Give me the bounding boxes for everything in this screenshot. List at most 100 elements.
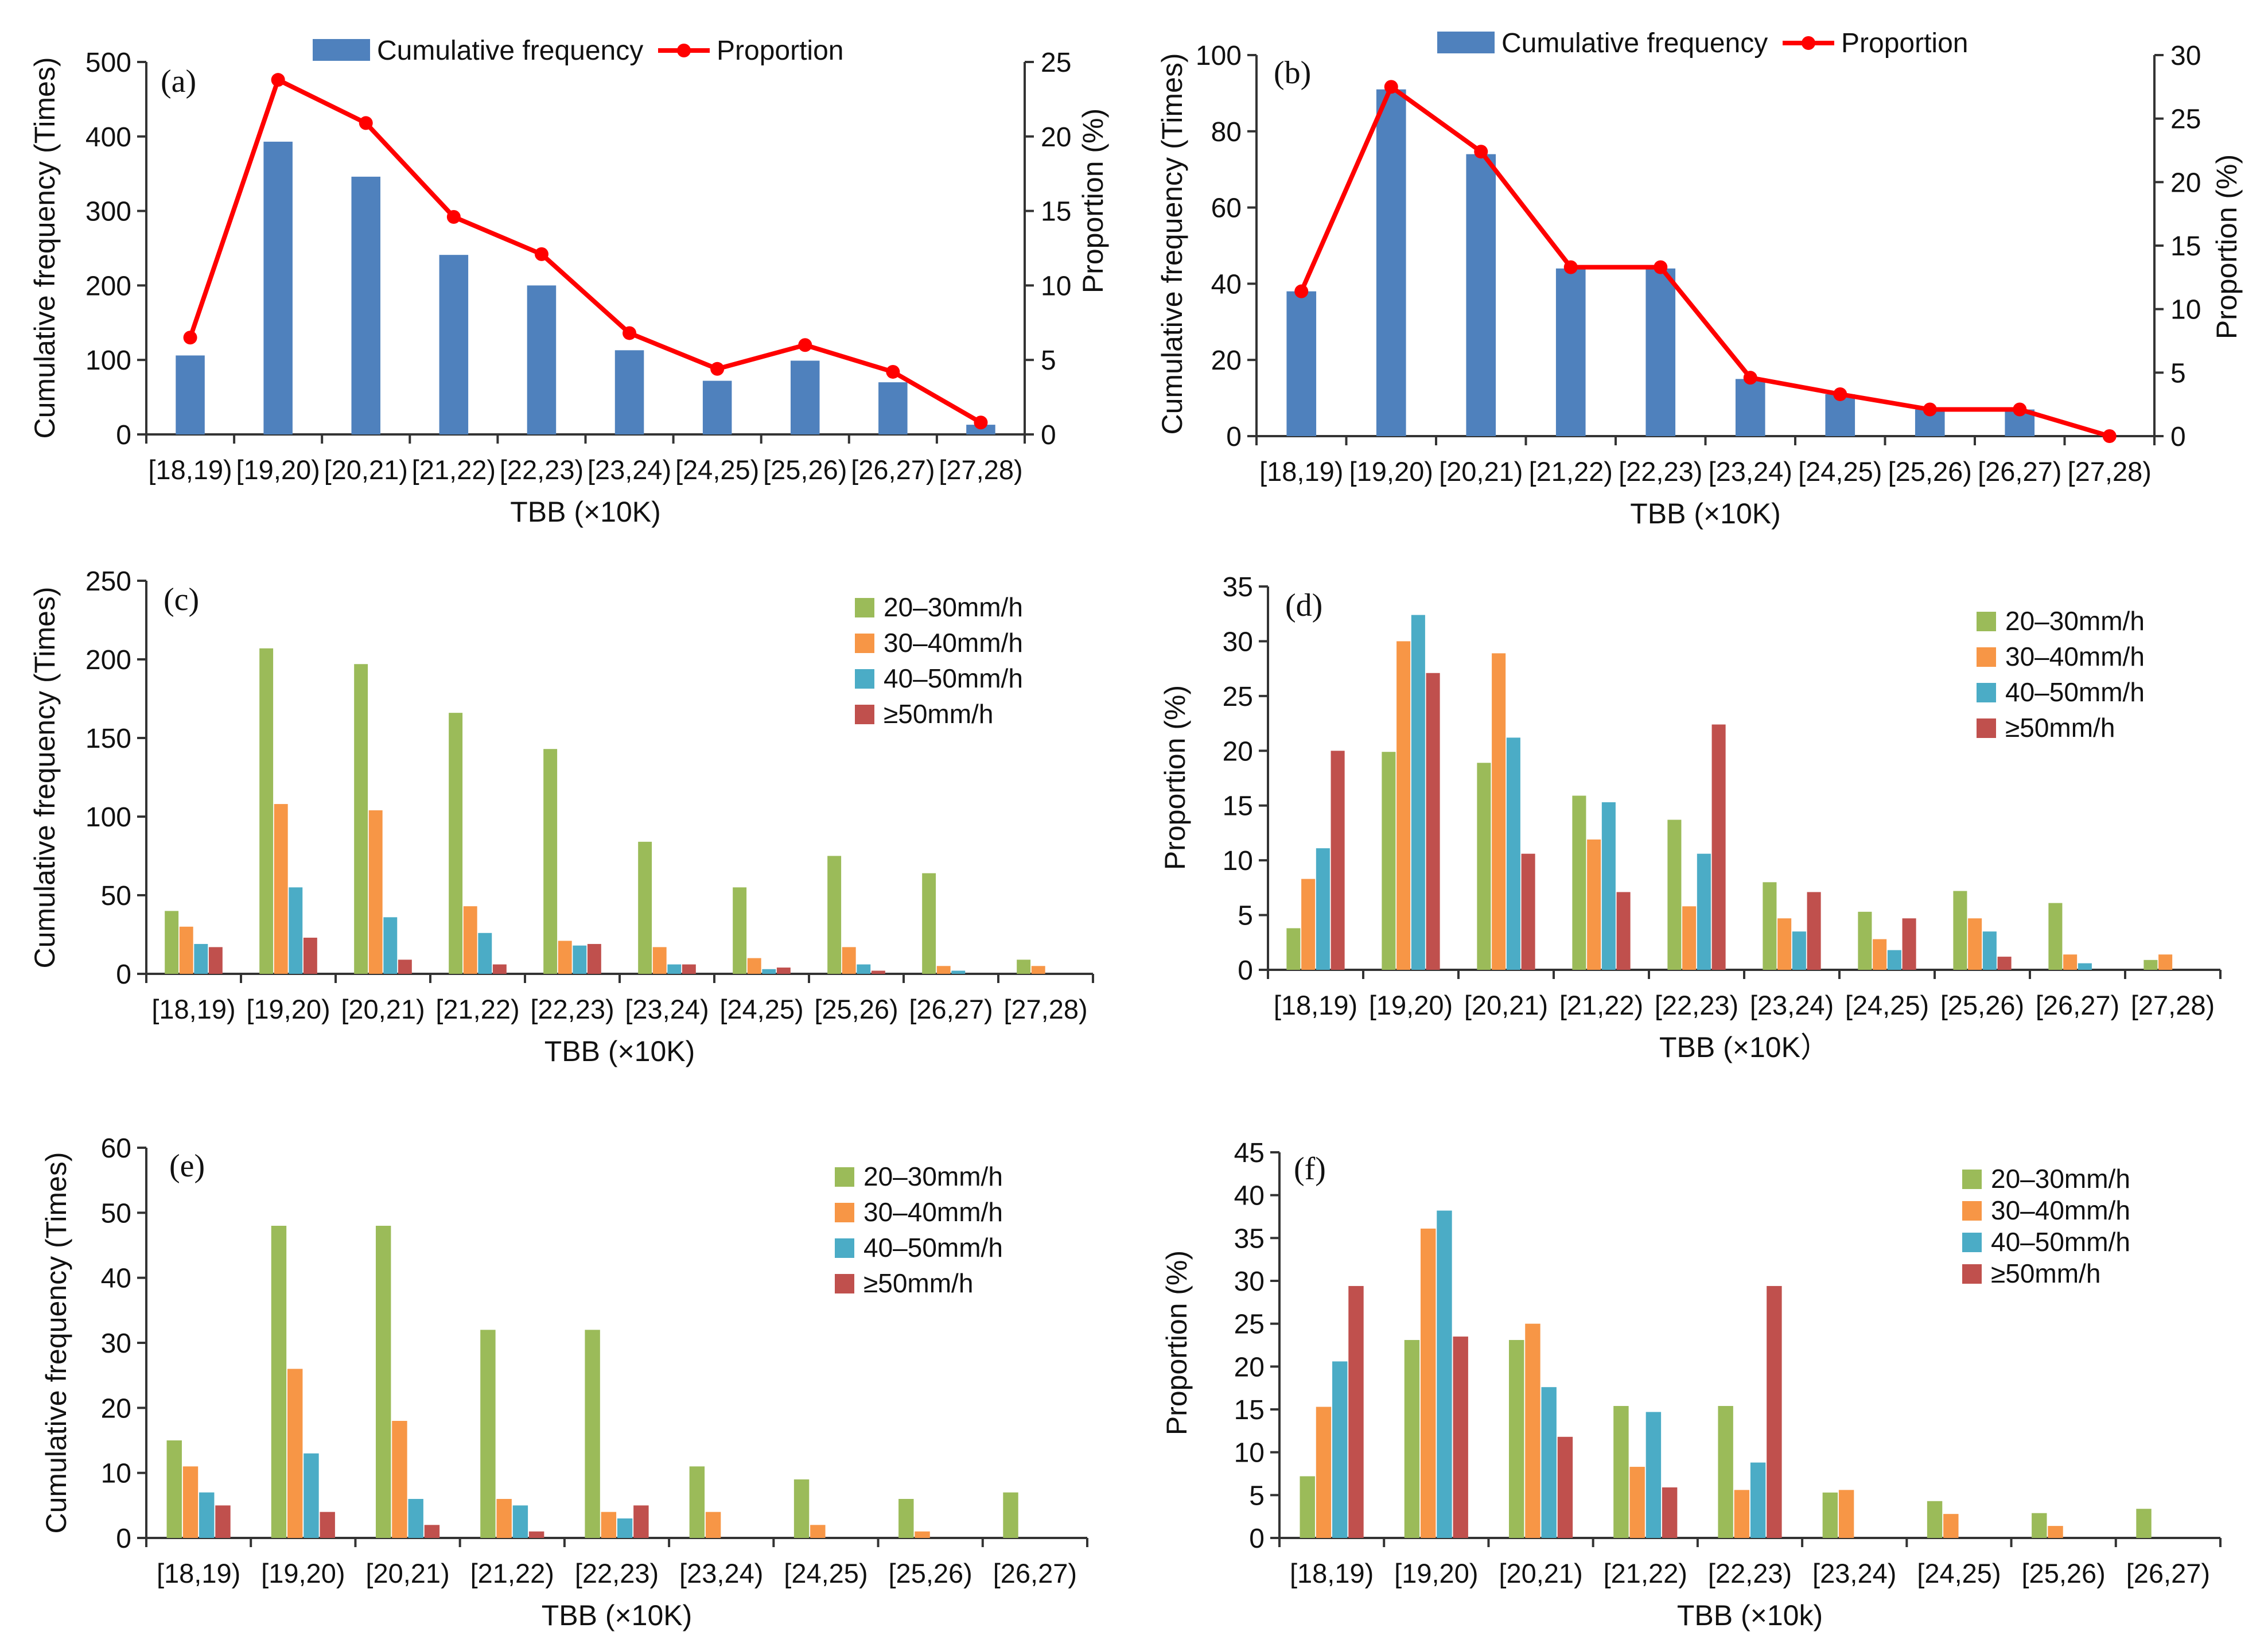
y-tick-label: 15 bbox=[1223, 791, 1253, 822]
bar-series-3 bbox=[215, 1505, 231, 1538]
x-tick-label: [24,25) bbox=[1845, 990, 1929, 1020]
y-tick-label: 5 bbox=[1249, 1481, 1265, 1511]
panel-label: (f) bbox=[1294, 1151, 1326, 1187]
bar-series-3 bbox=[1997, 957, 2012, 970]
x-axis-title: TBB (×10k) bbox=[1677, 1599, 1823, 1631]
bar-series-2 bbox=[478, 933, 492, 974]
x-tick-label: [18,19) bbox=[157, 1558, 240, 1588]
bar-series-2 bbox=[1411, 615, 1425, 970]
x-tick-label: [25,26) bbox=[763, 454, 847, 485]
bar-series-0 bbox=[827, 856, 842, 974]
y2-axis-title: Proportion (%) bbox=[2211, 154, 2243, 339]
x-tick-label: [26,27) bbox=[909, 994, 993, 1024]
y-tick-label: 150 bbox=[85, 724, 131, 754]
y-tick-label: 200 bbox=[85, 271, 131, 301]
y-axis-title: Proportion (%) bbox=[1159, 685, 1191, 870]
bar-series-2 bbox=[1645, 1412, 1662, 1538]
x-tick-label: [19,20) bbox=[1369, 990, 1453, 1020]
panel-label: (c) bbox=[164, 582, 199, 617]
bar-series-1 bbox=[652, 947, 667, 974]
x-tick-label: [20,21) bbox=[1439, 456, 1523, 487]
y-axis-title: Cumulative frequency (Times) bbox=[29, 586, 61, 968]
legend-label: 20–30mm/h bbox=[884, 592, 1023, 622]
y-tick-label: 20 bbox=[1211, 345, 1242, 376]
x-tick-label: [18,19) bbox=[1259, 456, 1343, 487]
x-tick-label: [25,26) bbox=[1888, 456, 1972, 487]
x-tick-label: [25,26) bbox=[1940, 990, 2024, 1020]
bar-series-0 bbox=[166, 1440, 182, 1538]
y2-tick-label: 15 bbox=[1041, 197, 1071, 227]
bar-series-1 bbox=[1734, 1490, 1750, 1538]
legend-label: 40–50mm/h bbox=[2005, 677, 2145, 707]
y-axis-title: Proportion (%) bbox=[1161, 1250, 1193, 1435]
bar-series-0 bbox=[689, 1466, 705, 1538]
x-tick-label: [21,22) bbox=[1604, 1558, 1687, 1588]
bar-series-3 bbox=[776, 968, 791, 974]
panel-label: (d) bbox=[1285, 588, 1322, 623]
bar-series-1 bbox=[1873, 939, 1887, 970]
y-tick-label: 10 bbox=[101, 1459, 131, 1489]
bar-series-1 bbox=[287, 1369, 303, 1538]
legend-swatch bbox=[835, 1238, 854, 1258]
bar-series-1 bbox=[2048, 1526, 2063, 1538]
bar-series-3 bbox=[871, 970, 885, 974]
bar-series-2 bbox=[1792, 931, 1806, 970]
bar-cumulative-frequency bbox=[351, 176, 381, 434]
bar-series-2 bbox=[304, 1453, 319, 1538]
x-tick-label: [19,20) bbox=[1349, 456, 1433, 487]
proportion-point bbox=[886, 364, 900, 379]
bar-series-1 bbox=[601, 1512, 617, 1538]
bar-series-0 bbox=[1382, 752, 1396, 970]
bar-series-2 bbox=[199, 1492, 215, 1538]
bar-series-0 bbox=[165, 911, 179, 974]
y2-tick-label: 30 bbox=[2170, 41, 2201, 71]
bar-series-3 bbox=[1331, 751, 1345, 970]
x-tick-label: [23,24) bbox=[588, 454, 671, 485]
panel-label: (a) bbox=[161, 64, 196, 99]
bar-series-0 bbox=[898, 1499, 914, 1538]
bar-series-0 bbox=[271, 1226, 287, 1538]
x-tick-label: [22,23) bbox=[1708, 1558, 1792, 1588]
bar-series-0 bbox=[1003, 1492, 1018, 1538]
x-tick-label: [22,23) bbox=[575, 1558, 659, 1588]
y2-tick-label: 10 bbox=[1041, 271, 1071, 301]
y-tick-label: 0 bbox=[116, 420, 131, 450]
panel-label: (b) bbox=[1274, 55, 1311, 91]
bar-series-3 bbox=[1616, 892, 1631, 970]
bar-series-0 bbox=[1763, 882, 1777, 970]
proportion-point bbox=[271, 73, 285, 87]
legend-label: 40–50mm/h bbox=[863, 1233, 1003, 1262]
bar-series-1 bbox=[392, 1421, 407, 1538]
y-tick-label: 200 bbox=[85, 645, 131, 675]
legend-label: ≥50mm/h bbox=[1991, 1258, 2100, 1288]
bar-series-1 bbox=[179, 926, 193, 974]
bar-series-0 bbox=[2048, 903, 2063, 970]
bar-series-2 bbox=[1437, 1210, 1452, 1538]
x-tick-label: [18,19) bbox=[1274, 990, 1357, 1020]
legend-label: ≥50mm/h bbox=[884, 699, 993, 729]
bar-series-1 bbox=[1777, 918, 1792, 970]
proportion-point bbox=[1294, 284, 1309, 298]
y-tick-label: 250 bbox=[85, 566, 131, 597]
y-tick-label: 25 bbox=[1223, 682, 1253, 712]
proportion-point bbox=[446, 209, 461, 224]
y-tick-label: 20 bbox=[101, 1393, 131, 1424]
bar-series-1 bbox=[1492, 653, 1506, 970]
bar-series-0 bbox=[1927, 1501, 1943, 1538]
x-tick-label: [25,26) bbox=[2022, 1558, 2106, 1588]
y-tick-label: 60 bbox=[101, 1133, 131, 1164]
legend-swatch bbox=[835, 1274, 854, 1293]
x-tick-label: [26,27) bbox=[993, 1558, 1077, 1588]
bar-series-2 bbox=[2078, 963, 2092, 970]
legend-label: ≥50mm/h bbox=[2005, 713, 2115, 743]
x-tick-label: [27,28) bbox=[2131, 990, 2215, 1020]
bar-series-3 bbox=[398, 959, 412, 974]
legend-label: 20–30mm/h bbox=[863, 1161, 1003, 1191]
legend-label: 40–50mm/h bbox=[1991, 1227, 2130, 1257]
bar-cumulative-frequency bbox=[1555, 268, 1586, 436]
bar-series-0 bbox=[793, 1479, 810, 1538]
bar-series-2 bbox=[1541, 1387, 1557, 1538]
x-tick-label: [18,19) bbox=[1290, 1558, 1374, 1588]
bar-series-2 bbox=[1332, 1361, 1348, 1538]
proportion-point bbox=[710, 362, 725, 376]
